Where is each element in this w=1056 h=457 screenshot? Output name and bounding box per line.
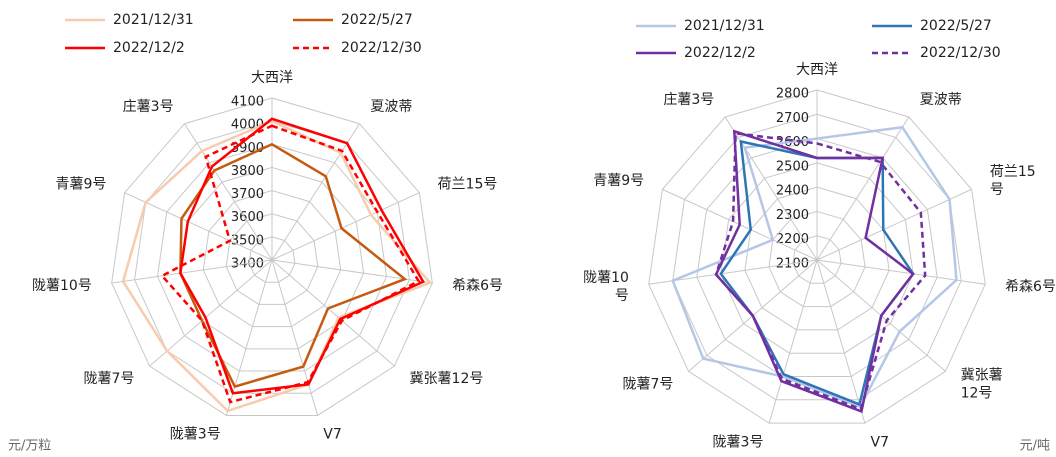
legend-label: 2022/5/27: [920, 18, 992, 34]
r-tick-label: 2700: [776, 111, 809, 126]
spoke: [225, 259, 273, 416]
grid-ring: [225, 213, 319, 305]
grid-ring: [792, 235, 842, 284]
spoke: [149, 259, 273, 367]
category-label: V7: [871, 434, 889, 450]
category-label: 希森6号: [1005, 279, 1056, 295]
grid-ring: [134, 120, 410, 394]
unit-label: 元/吨: [1020, 439, 1050, 454]
grid-ring: [648, 89, 986, 424]
spoke: [816, 116, 910, 261]
r-tick-label: 2400: [776, 184, 809, 199]
category-label: 大西洋: [796, 62, 838, 78]
r-tick-label: 2800: [776, 87, 809, 102]
category-label: 夏波蒂: [370, 99, 412, 115]
spoke: [768, 259, 818, 424]
category-label: 青薯9号: [56, 176, 107, 192]
grid-ring: [111, 97, 433, 416]
category-label: 青薯9号: [593, 173, 644, 189]
r-tick-label: 4100: [231, 95, 264, 110]
grid-ring: [202, 190, 342, 328]
series-line: [714, 131, 927, 411]
series-line: [714, 129, 915, 414]
r-tick-label: 2500: [776, 159, 809, 174]
series-line: [179, 117, 425, 395]
spoke: [271, 123, 361, 261]
r-tick-label: 3600: [231, 210, 264, 225]
category-label: 庄薯3号: [663, 91, 714, 108]
series-line: [179, 142, 408, 389]
r-tick-label: 3700: [231, 187, 264, 202]
category-label: 荷兰15号: [438, 176, 498, 192]
grid-ring: [672, 113, 962, 401]
grid-ring: [156, 143, 388, 372]
spoke: [271, 192, 420, 261]
category-label: 希森6号: [452, 278, 503, 294]
category-label: 陇薯7号: [84, 371, 135, 387]
spoke: [124, 192, 273, 261]
unit-label: 元/万粒: [8, 439, 51, 454]
r-tick-label: 2200: [776, 232, 809, 247]
spoke: [271, 259, 395, 367]
legend-label: 2021/12/31: [113, 12, 194, 28]
category-label: 庄薯3号: [123, 98, 174, 115]
r-tick-label: 3800: [231, 164, 264, 179]
spoke: [183, 123, 273, 261]
legend-label: 2021/12/31: [684, 18, 765, 34]
spoke: [271, 259, 319, 416]
category-label: 冀张薯12号: [410, 371, 484, 387]
grid-ring: [744, 186, 890, 331]
grid-ring: [248, 236, 296, 283]
legend-label: 2022/12/2: [113, 40, 185, 56]
category-label: 大西洋: [251, 70, 293, 86]
r-tick-label: 3500: [231, 233, 264, 248]
category-label: 陇薯3号: [713, 434, 764, 450]
series-line: [160, 124, 421, 404]
grid-ring: [720, 162, 914, 354]
legend-label: 2022/12/30: [341, 40, 422, 56]
category-label: V7: [323, 427, 341, 443]
category-label: 陇薯7号: [622, 376, 673, 392]
legend-label: 2022/12/30: [920, 45, 1001, 61]
series-line: [671, 125, 958, 409]
spoke: [816, 259, 866, 424]
spoke: [816, 188, 972, 261]
grid-ring: [768, 210, 866, 308]
r-tick-label: 2300: [776, 208, 809, 223]
category-label: 陇薯3号: [170, 427, 221, 443]
category-label: 陇薯10号: [32, 278, 92, 294]
legend-label: 2022/12/2: [684, 45, 756, 61]
grid-ring: [696, 138, 938, 378]
grid-ring: [179, 166, 365, 350]
series-line: [719, 139, 915, 407]
legend-label: 2022/5/27: [341, 12, 413, 28]
category-label: 夏波蒂: [920, 92, 962, 108]
spoke: [111, 259, 273, 284]
series-line: [121, 119, 433, 413]
